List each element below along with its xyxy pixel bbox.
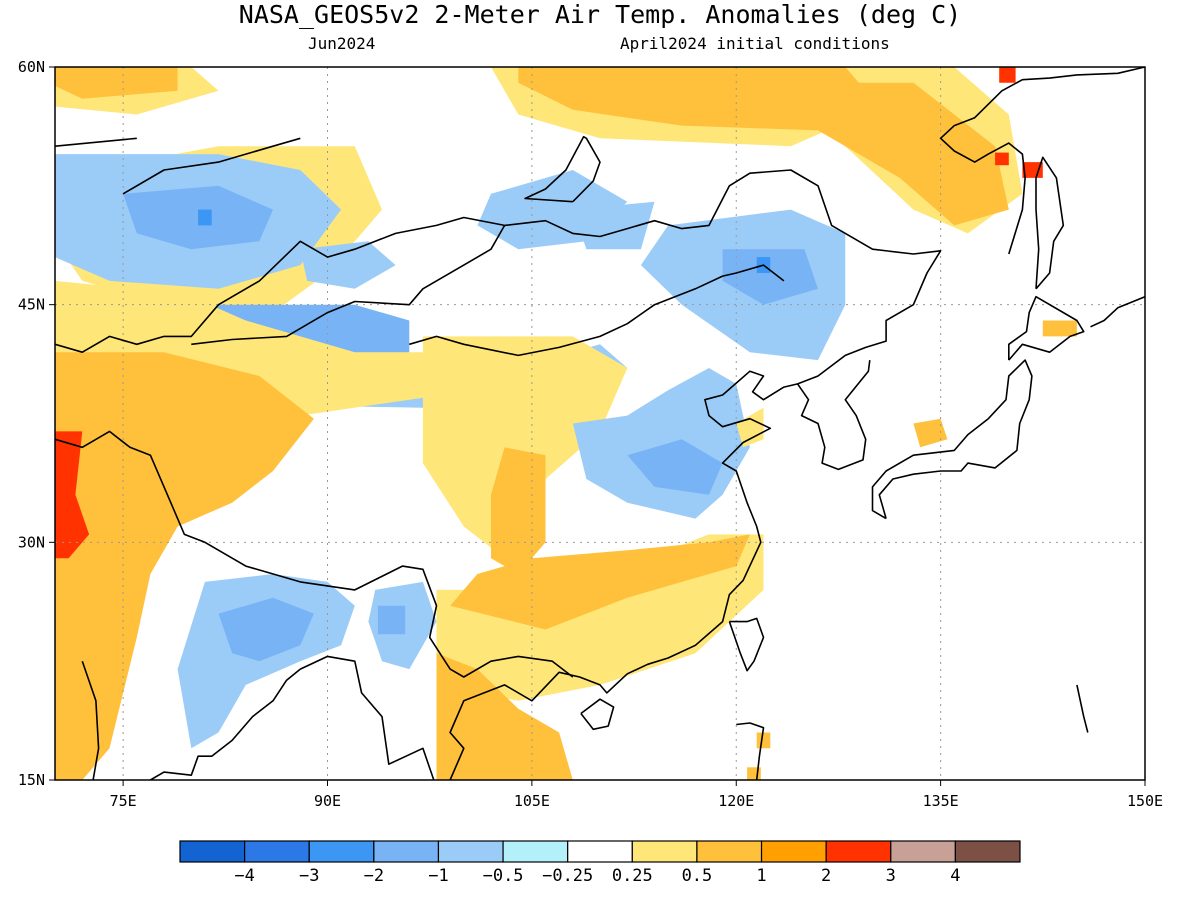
lat-tick-label: 15N <box>18 771 45 789</box>
anomaly-region-36 <box>736 407 764 448</box>
lat-tick-label: 30N <box>18 533 45 551</box>
colorbar-swatch <box>567 840 633 863</box>
anomaly-region-14 <box>300 241 396 289</box>
coastline-20 <box>1076 684 1089 733</box>
colorbar-label: −4 <box>234 866 254 886</box>
anomaly-region-18 <box>722 249 818 305</box>
coastline-14 <box>580 698 615 731</box>
anomaly-region-23 <box>55 352 314 780</box>
anomaly-region-6 <box>763 82 1009 226</box>
anomaly-region-37 <box>913 418 948 448</box>
coastline-11 <box>1035 156 1065 290</box>
anomaly-region-29 <box>436 653 573 780</box>
colorbar-swatch <box>760 840 827 863</box>
anomaly-region-7 <box>999 67 1016 83</box>
anomaly-region-9 <box>995 152 1009 166</box>
anomaly-region-35 <box>377 605 406 635</box>
anomaly-region-39 <box>756 732 771 749</box>
colorbar-swatch <box>502 840 569 863</box>
anomaly-region-38 <box>1042 320 1077 337</box>
anomaly-region-25 <box>422 336 628 559</box>
colorbar-swatch <box>696 840 763 863</box>
colorbar-label: −3 <box>299 866 319 886</box>
lon-tick-label: 105E <box>514 792 550 810</box>
colorbar-swatch <box>373 840 440 863</box>
lon-tick-label: 90E <box>314 792 341 810</box>
coastline-2 <box>409 264 785 357</box>
coastline-8 <box>149 668 301 780</box>
coastline-16 <box>122 137 301 195</box>
colorbar-label: 0.25 <box>612 866 653 886</box>
initial-conditions-label: April2024 initial conditions <box>620 34 890 53</box>
map-frame <box>54 66 1146 781</box>
coastline-7 <box>81 660 100 780</box>
colorbar-labels: −4 −3 −2 −1 −0.5 −0.25 0.25 0.5 1 2 3 4 <box>234 866 960 886</box>
anomaly-region-13 <box>198 209 212 226</box>
lon-tick-label: 135E <box>923 792 959 810</box>
colorbar-label: 2 <box>821 866 831 886</box>
anomaly-region-2 <box>55 67 178 99</box>
longitude-axis: 75E 90E 105E 120E 135E 150E <box>110 780 1163 810</box>
lat-tick-label: 45N <box>18 296 45 314</box>
colorbar-label: −0.25 <box>542 866 593 886</box>
colorbar <box>179 840 1021 863</box>
coastline-12 <box>939 67 1145 255</box>
coastline-5 <box>449 370 798 780</box>
coastline-1 <box>191 225 506 346</box>
anomaly-region-16 <box>572 201 655 250</box>
anomaly-region-40 <box>747 767 761 780</box>
colorbar-swatch <box>954 840 1021 863</box>
colorbar-label: −0.5 <box>483 866 524 886</box>
lat-tick-label: 60N <box>18 58 45 76</box>
lon-tick-label: 120E <box>718 792 754 810</box>
colorbar-swatch <box>825 840 892 863</box>
page-title: NASA_GEOS5v2 2-Meter Air Temp. Anomalies… <box>238 0 962 29</box>
anomaly-region-33 <box>218 597 314 662</box>
colorbar-label: −1 <box>428 866 448 886</box>
coastline-6 <box>796 359 871 471</box>
map-plot-area <box>55 67 1145 780</box>
anomaly-region-24 <box>55 431 90 559</box>
valid-month-label: Jun2024 <box>308 34 376 53</box>
colorbar-swatch <box>308 840 375 863</box>
colorbar-swatch <box>631 840 698 863</box>
coastline-19 <box>1090 295 1145 328</box>
coastline-layer <box>55 67 1145 780</box>
colorbar-label: −2 <box>364 866 384 886</box>
coastline-17 <box>55 137 137 147</box>
coastline-3 <box>55 430 574 678</box>
coastline-10 <box>1007 295 1085 361</box>
colorbar-label: 0.5 <box>682 866 713 886</box>
coastline-13 <box>728 617 765 672</box>
colorbar-swatch <box>437 840 504 863</box>
anomaly-fill-layer <box>55 67 1145 780</box>
colorbar-swatch <box>244 840 310 863</box>
colorbar-swatch <box>890 840 956 863</box>
anomaly-region-27 <box>450 534 750 630</box>
coastline-18 <box>524 135 601 203</box>
lon-tick-label: 150E <box>1127 792 1163 810</box>
anomaly-region-12 <box>123 185 273 250</box>
colorbar-label: 1 <box>756 866 766 886</box>
coastline-4 <box>299 655 435 780</box>
coastline-0 <box>55 169 942 385</box>
coastline-15 <box>736 722 765 780</box>
latitude-axis: 60N 45N 30N 15N <box>18 58 55 789</box>
lon-tick-label: 75E <box>110 792 137 810</box>
anomaly-region-31 <box>627 439 723 495</box>
colorbar-label: 4 <box>950 866 960 886</box>
colorbar-swatch <box>179 840 246 863</box>
colorbar-label: 3 <box>886 866 896 886</box>
coastline-9 <box>871 359 1033 520</box>
